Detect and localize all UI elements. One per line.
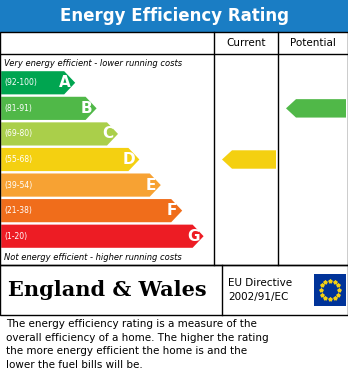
- Text: E: E: [145, 178, 156, 193]
- Text: 2002/91/EC: 2002/91/EC: [228, 292, 288, 302]
- Polygon shape: [1, 71, 75, 94]
- Text: (92-100): (92-100): [4, 78, 37, 87]
- Polygon shape: [1, 174, 161, 197]
- Bar: [0, 265, 348, 315]
- Text: (81-91): (81-91): [4, 104, 32, 113]
- Text: (69-80): (69-80): [4, 129, 32, 138]
- Text: 82: 82: [312, 101, 334, 116]
- Polygon shape: [1, 199, 182, 222]
- Text: (39-54): (39-54): [4, 181, 32, 190]
- Polygon shape: [222, 150, 276, 169]
- Text: 65: 65: [245, 152, 267, 167]
- Polygon shape: [1, 224, 204, 248]
- Bar: [0, 265, 348, 315]
- Text: A: A: [59, 75, 71, 90]
- Text: The energy efficiency rating is a measure of the
overall efficiency of a home. T: The energy efficiency rating is a measur…: [6, 319, 269, 370]
- Text: (21-38): (21-38): [4, 206, 32, 215]
- Text: Current: Current: [226, 38, 266, 48]
- Text: G: G: [187, 229, 200, 244]
- Text: B: B: [81, 101, 93, 116]
- Text: Energy Efficiency Rating: Energy Efficiency Rating: [60, 7, 288, 25]
- Bar: [314, 274, 346, 306]
- Text: C: C: [102, 126, 113, 142]
- Bar: [0, 0, 348, 32]
- Text: EU Directive: EU Directive: [228, 278, 292, 288]
- Circle shape: [315, 275, 345, 305]
- Text: (1-20): (1-20): [4, 232, 27, 241]
- Polygon shape: [1, 122, 118, 145]
- Bar: [0, 32, 348, 265]
- Text: (55-68): (55-68): [4, 155, 32, 164]
- Bar: [0, 315, 348, 391]
- Text: F: F: [167, 203, 177, 218]
- Polygon shape: [286, 99, 346, 118]
- Text: D: D: [123, 152, 136, 167]
- Bar: [0, 32, 348, 265]
- Polygon shape: [1, 148, 140, 171]
- Text: England & Wales: England & Wales: [8, 280, 207, 300]
- Text: Potential: Potential: [290, 38, 336, 48]
- Text: Not energy efficient - higher running costs: Not energy efficient - higher running co…: [4, 253, 182, 262]
- Text: Very energy efficient - lower running costs: Very energy efficient - lower running co…: [4, 59, 182, 68]
- Polygon shape: [1, 97, 97, 120]
